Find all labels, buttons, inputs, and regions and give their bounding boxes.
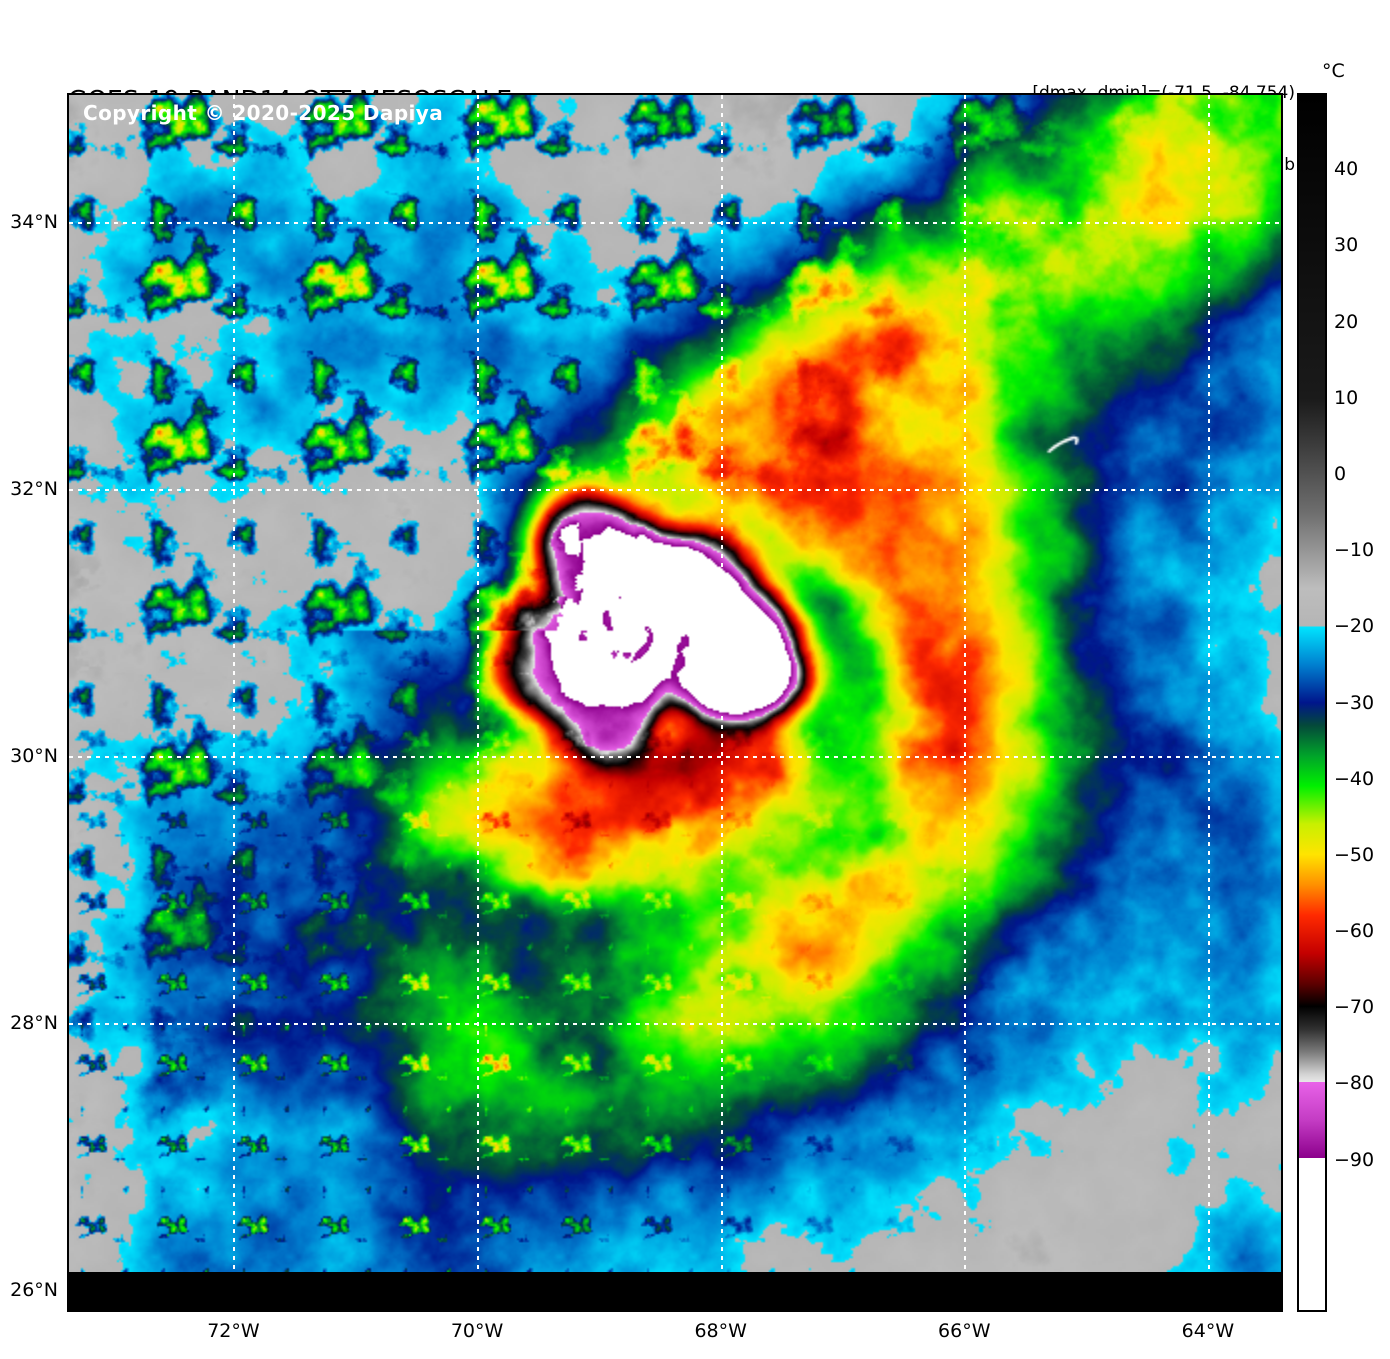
copyright-label: Copyright © 2020-2025 Dapiya xyxy=(83,101,444,125)
colorbar-tick-label: 40 xyxy=(1334,158,1359,181)
colorbar-tick-label: −30 xyxy=(1334,691,1375,714)
lon-tick-label: 70°W xyxy=(450,1320,504,1342)
lat-tick-label: 30°N xyxy=(10,744,58,767)
colorbar-tick-label: 10 xyxy=(1334,386,1359,409)
satellite-image-plot: Copyright © 2020-2025 Dapiya xyxy=(67,93,1283,1312)
colorbar-tick-label: −20 xyxy=(1334,615,1375,638)
colorbar-unit-label: °C xyxy=(1322,60,1345,82)
colorbar-gradient xyxy=(1299,95,1325,1310)
lat-tick-label: 34°N xyxy=(10,210,58,233)
colorbar-tick-label: −40 xyxy=(1334,767,1375,790)
colorbar-tick-label: −50 xyxy=(1334,843,1375,866)
lat-tick-label: 26°N xyxy=(10,1278,58,1301)
lon-tick-label: 64°W xyxy=(1181,1320,1235,1342)
colorbar-tick-label: 30 xyxy=(1334,234,1359,257)
temperature-colorbar xyxy=(1297,93,1327,1312)
lon-tick-label: 66°W xyxy=(938,1320,991,1342)
copyright-banner xyxy=(69,1272,1281,1310)
colorbar-tick-label: −10 xyxy=(1334,539,1375,562)
colorbar-tick-label: −80 xyxy=(1334,1072,1375,1095)
colorbar-tick-label: 20 xyxy=(1334,310,1359,333)
colorbar-tick-label: −60 xyxy=(1334,920,1375,943)
colorbar-tick-label: −70 xyxy=(1334,996,1375,1019)
lat-tick-label: 28°N xyxy=(10,1011,58,1034)
colorbar-tick-label: 0 xyxy=(1334,462,1347,485)
satellite-imagery-canvas xyxy=(69,95,1281,1310)
lon-tick-label: 72°W xyxy=(207,1320,260,1342)
lat-tick-label: 32°N xyxy=(10,477,58,500)
lon-tick-label: 68°W xyxy=(694,1320,747,1342)
colorbar-tick-label: −90 xyxy=(1334,1148,1375,1171)
